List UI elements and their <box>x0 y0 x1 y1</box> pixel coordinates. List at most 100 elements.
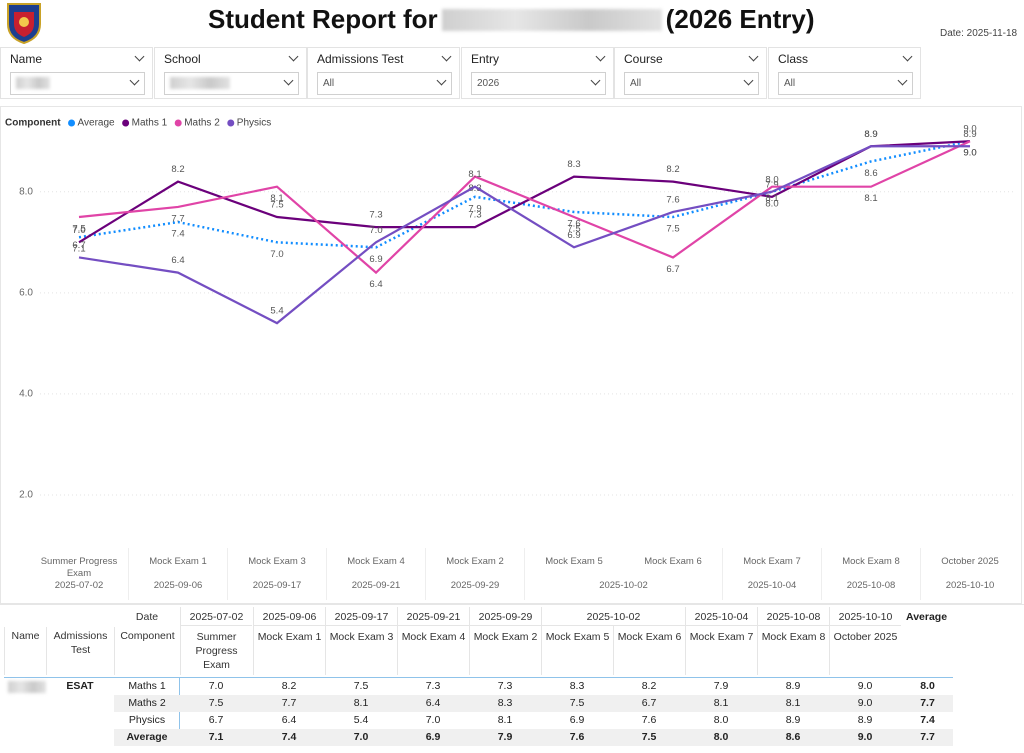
x-date-label: 2025-09-17 <box>252 580 302 591</box>
data-label: 8.0 <box>765 198 778 209</box>
filter-dropdown[interactable] <box>624 72 759 95</box>
filter-dropdown[interactable] <box>471 72 606 95</box>
data-label: 7.9 <box>765 179 778 190</box>
filter-box <box>768 47 921 99</box>
filter-dropdown[interactable] <box>317 72 452 95</box>
data-label: 8.1 <box>765 193 778 204</box>
filter-value: All <box>630 78 642 89</box>
x-tick-label: Mock Exam 1 <box>149 556 207 567</box>
title: Student Report for (2026 Entry) <box>208 4 815 35</box>
score-cell: 6.4 <box>425 697 441 709</box>
data-label: 7.4 <box>171 229 184 240</box>
filter-box <box>154 47 307 99</box>
logo <box>7 3 41 44</box>
column-header: Admissions Test <box>46 627 114 675</box>
legend-swatch <box>227 119 235 127</box>
x-date-label: 2025-09-29 <box>450 580 500 591</box>
legend-swatch <box>68 119 76 127</box>
data-label: 7.6 <box>666 194 679 205</box>
component-rule <box>179 678 180 746</box>
score-cell: 8.3 <box>569 680 585 692</box>
data-label: 6.9 <box>567 230 580 241</box>
x-tick-label: Mock Exam 4 <box>347 556 405 567</box>
score-cell: 7.4 <box>281 731 297 743</box>
score-cell: 8.1 <box>785 697 801 709</box>
data-label: 7.5 <box>567 224 580 235</box>
date-header: 2025-09-06 <box>253 607 325 625</box>
component-cell: Physics <box>128 714 166 726</box>
filter-value: All <box>323 78 335 89</box>
table-header-cell: Date <box>135 611 159 623</box>
column-header: Component <box>114 627 180 675</box>
data-label: 8.9 <box>864 129 877 140</box>
data-label: 8.2 <box>666 164 679 175</box>
score-cell: 7.3 <box>497 680 513 692</box>
score-cell: 7.5 <box>208 697 224 709</box>
data-label: 7.0 <box>369 225 382 236</box>
score-cell: 6.4 <box>281 714 297 726</box>
exam-header: Mock Exam 8 <box>757 625 829 675</box>
filter-label: Name <box>10 52 43 66</box>
data-label: 8.9 <box>963 129 976 140</box>
exam-header: Mock Exam 2 <box>469 625 541 675</box>
data-label: 8.0 <box>765 174 778 185</box>
score-cell: 7.6 <box>569 731 585 743</box>
score-cell: 9.0 <box>857 731 873 743</box>
score-cell: 8.6 <box>785 731 801 743</box>
average-cell: 7.7 <box>920 697 935 709</box>
date-header: 2025-10-10 <box>829 607 901 625</box>
legend-swatch <box>122 119 130 127</box>
filter-dropdown[interactable] <box>164 72 299 95</box>
filter-box <box>614 47 767 99</box>
x-tick-label: Mock Exam 2 <box>446 556 504 567</box>
date-header: 2025-10-08 <box>757 607 829 625</box>
date-header: 2025-09-17 <box>325 607 397 625</box>
data-label: 8.3 <box>468 183 481 194</box>
series-line <box>78 140 971 275</box>
report-date: Date: 2025-11-18 <box>940 28 1018 39</box>
score-cell: 7.5 <box>641 731 657 743</box>
score-cell: 7.7 <box>281 697 297 709</box>
data-label: 9.0 <box>963 148 976 159</box>
exam-header: Mock Exam 1 <box>253 625 325 675</box>
exam-header: Mock Exam 6 <box>613 625 685 675</box>
score-cell: 8.1 <box>713 697 729 709</box>
x-date-label: 2025-07-02 <box>54 580 104 591</box>
x-date-label: 2025-10-02 <box>599 580 648 591</box>
filter-label: Admissions Test <box>317 52 404 66</box>
data-label: 7.5 <box>270 200 283 211</box>
data-label: 6.4 <box>171 255 184 266</box>
exam-header: Mock Exam 4 <box>397 625 469 675</box>
data-label: 6.7 <box>666 264 679 275</box>
score-cell: 7.5 <box>569 697 585 709</box>
component-cell: Maths 2 <box>128 697 166 709</box>
filter-label: School <box>164 52 201 66</box>
legend-swatch <box>174 119 182 127</box>
data-label: 8.3 <box>567 159 580 170</box>
data-label: 7.5 <box>666 224 679 235</box>
data-label: 9.0 <box>963 124 976 135</box>
legend-title: Component <box>5 118 61 129</box>
data-label: 8.1 <box>270 193 283 204</box>
score-cell: 8.2 <box>641 680 657 692</box>
score-cell: 8.3 <box>497 697 513 709</box>
score-cell: 6.7 <box>208 714 224 726</box>
score-cell: 8.1 <box>497 714 513 726</box>
data-label: 6.9 <box>369 254 382 265</box>
score-cell: 8.1 <box>353 697 369 709</box>
y-tick-label: 2.0 <box>19 490 33 501</box>
exam-header: Mock Exam 3 <box>325 625 397 675</box>
score-cell: 7.9 <box>713 680 729 692</box>
score-cell: 8.0 <box>713 714 729 726</box>
date-header: 2025-09-21 <box>397 607 469 625</box>
legend-label: Physics <box>237 118 271 129</box>
score-cell: 8.0 <box>713 731 729 743</box>
filter-dropdown[interactable] <box>778 72 913 95</box>
score-cell: 8.9 <box>857 714 873 726</box>
score-cell: 7.5 <box>353 680 369 692</box>
filter-dropdown[interactable] <box>10 72 145 95</box>
data-label: 6.7 <box>72 240 85 251</box>
x-tick-label: Mock Exam 7 <box>743 556 801 567</box>
